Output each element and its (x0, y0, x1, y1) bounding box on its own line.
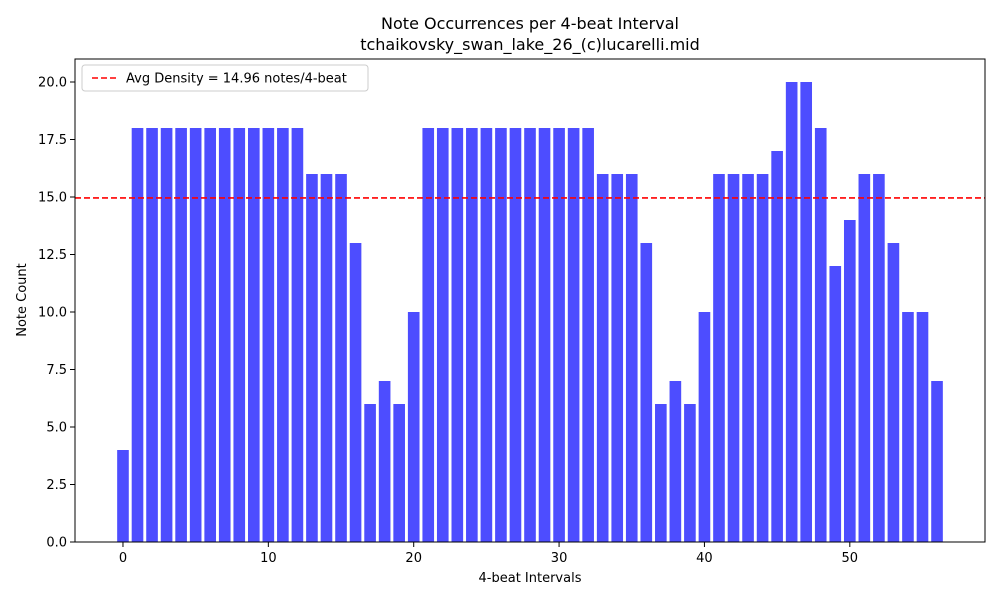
y-tick-label-2: 5.0 (46, 421, 67, 436)
bar-12 (291, 128, 304, 542)
bar-26 (495, 128, 507, 542)
bar-35 (625, 174, 638, 542)
bar-34 (611, 174, 624, 542)
x-tick-label-20: 20 (405, 551, 422, 566)
bar-43 (742, 174, 754, 542)
bar-47 (800, 82, 813, 542)
bar-8 (233, 128, 246, 542)
bar-54 (902, 312, 914, 542)
bar-10 (262, 128, 275, 542)
chart-title: Note Occurrences per 4-beat Interval (381, 14, 679, 33)
x-axis-ticks: 0 10 20 30 40 50 (119, 542, 858, 566)
bar-55 (916, 312, 929, 542)
bar-7 (218, 128, 231, 542)
plot-area-frame (74, 58, 986, 543)
bar-33 (596, 174, 609, 542)
y-tick-label-0: 0.0 (46, 536, 67, 551)
bar-1 (131, 128, 144, 542)
bar-23 (451, 128, 464, 542)
y-tick-label-1: 2.5 (46, 478, 67, 493)
bar-41 (713, 174, 725, 542)
bar-25 (480, 128, 493, 542)
y-axis-ticks: 0.0 2.5 5.0 7.5 10.0 12.5 15.0 17.5 20.0 (38, 76, 75, 551)
y-tick-label-6: 15.0 (38, 191, 67, 206)
bar-18 (378, 381, 391, 542)
x-tick-label-40: 40 (696, 551, 713, 566)
bar-38 (669, 381, 682, 542)
bar-5 (189, 128, 202, 542)
bar-31 (567, 128, 580, 542)
bar-39 (684, 404, 696, 542)
legend: Avg Density = 14.96 notes/4-beat (81, 64, 369, 92)
x-tick-label-30: 30 (551, 551, 568, 566)
x-axis-label: 4-beat Intervals (479, 571, 582, 586)
bar-9 (247, 128, 260, 542)
bar-32 (582, 128, 594, 542)
legend-label: Avg Density = 14.96 notes/4-beat (126, 72, 347, 87)
y-tick-label-3: 7.5 (46, 363, 67, 378)
bar-28 (524, 128, 536, 542)
x-tick-label-10: 10 (260, 551, 277, 566)
bar-46 (785, 82, 798, 542)
y-tick-label-7: 17.5 (38, 133, 67, 148)
bar-14 (320, 174, 333, 542)
bar-48 (814, 128, 827, 542)
bar-56 (931, 381, 943, 542)
bar-29 (538, 128, 551, 542)
bar-42 (727, 174, 740, 542)
bar-15 (335, 174, 347, 542)
x-tick-label-50: 50 (842, 551, 859, 566)
bar-16 (349, 243, 362, 542)
bar-0 (117, 450, 129, 542)
bar-37 (655, 404, 667, 542)
chart-subtitle: tchaikovsky_swan_lake_26_(c)lucarelli.mi… (360, 35, 700, 55)
bar-2 (146, 128, 158, 542)
bar-40 (698, 312, 711, 542)
bar-22 (436, 128, 449, 542)
bar-51 (858, 174, 871, 542)
bar-17 (364, 404, 376, 542)
bar-49 (829, 266, 842, 542)
bar-53 (887, 243, 900, 542)
y-axis-label: Note Count (15, 263, 30, 337)
bar-3 (160, 128, 173, 542)
bar-24 (466, 128, 478, 542)
bars-group (117, 82, 943, 542)
bar-20 (407, 312, 420, 542)
bar-21 (422, 128, 435, 542)
bar-44 (756, 174, 769, 542)
bar-19 (393, 404, 405, 542)
legend-box (81, 64, 369, 92)
bar-27 (509, 128, 522, 542)
bar-50 (843, 220, 856, 542)
y-tick-label-5: 12.5 (38, 248, 67, 263)
bar-45 (771, 151, 783, 542)
y-tick-label-8: 20.0 (38, 76, 67, 91)
bar-36 (640, 243, 653, 542)
bar-52 (873, 174, 885, 542)
bar-13 (306, 174, 318, 542)
bar-6 (204, 128, 217, 542)
bar-11 (277, 128, 289, 542)
bar-30 (553, 128, 565, 542)
y-tick-label-4: 10.0 (38, 306, 67, 321)
bar-4 (175, 128, 187, 542)
x-tick-label-0: 0 (119, 551, 127, 566)
